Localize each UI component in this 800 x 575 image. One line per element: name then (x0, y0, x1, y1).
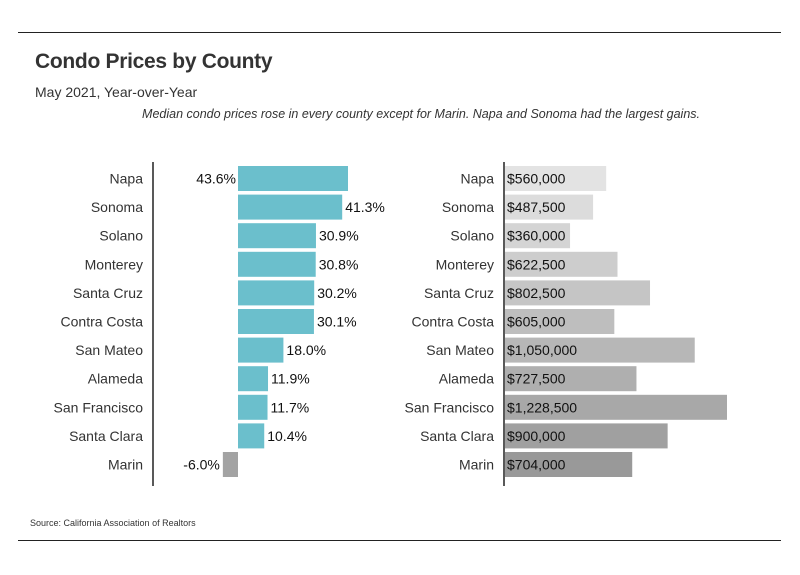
pct-value-label: 30.1% (317, 314, 357, 330)
price-bar (505, 452, 633, 477)
pct-value-label: 11.7% (271, 399, 310, 415)
price-bar (505, 280, 651, 306)
price-value-label: $900,000 (507, 428, 566, 444)
price-bar (505, 423, 668, 449)
pct-category-label: Santa Cruz (73, 285, 143, 301)
pct-bar (238, 309, 314, 334)
pct-bar (238, 337, 284, 363)
chart-subtitle: May 2021, Year-over-Year (35, 84, 198, 100)
pct-bar (238, 166, 348, 191)
pct-category-label: Monterey (85, 256, 143, 272)
pct-bar (238, 223, 316, 249)
pct-value-label: 30.2% (317, 285, 357, 301)
pct-value-label: 43.6% (196, 171, 236, 187)
price-value-label: $605,000 (507, 314, 566, 330)
price-category-label: Santa Clara (420, 428, 494, 444)
price-value-label: $1,228,500 (507, 399, 577, 415)
pct-category-label: San Francisco (54, 399, 144, 415)
pct-value-label: 41.3% (345, 199, 385, 215)
pct-value-label: 18.0% (286, 342, 326, 358)
chart-caption: Median condo prices rose in every county… (142, 107, 700, 121)
price-value-label: $704,000 (507, 457, 566, 473)
chart-title: Condo Prices by County (35, 50, 273, 73)
pct-category-label: Santa Clara (69, 428, 143, 444)
price-bar (505, 166, 607, 191)
price-bar (505, 309, 615, 334)
pct-category-label: San Mateo (75, 342, 143, 358)
price-category-label: San Francisco (405, 399, 495, 415)
price-bar (505, 337, 695, 363)
pct-category-label: Napa (110, 171, 144, 187)
pct-category-label: Marin (108, 457, 143, 473)
pct-bar (238, 280, 315, 306)
price-bar (505, 394, 727, 420)
pct-bar (238, 251, 316, 277)
price-category-label: Contra Costa (412, 314, 495, 330)
pct-bar (238, 366, 269, 392)
price-value-label: $802,500 (507, 285, 566, 301)
price-category-label: Napa (461, 171, 495, 187)
pct-value-label: 30.9% (319, 228, 359, 244)
top-rule (18, 32, 781, 33)
pct-bar (238, 394, 268, 420)
pct-value-label: 10.4% (267, 428, 307, 444)
price-value-label: $622,500 (507, 256, 566, 272)
price-category-label: San Mateo (426, 342, 494, 358)
price-category-label: Monterey (436, 256, 494, 272)
price-category-label: Santa Cruz (424, 285, 494, 301)
pct-value-label: -6.0% (183, 457, 220, 473)
price-value-label: $560,000 (507, 171, 566, 187)
pct-category-label: Alameda (88, 371, 143, 387)
price-category-label: Solano (450, 228, 494, 244)
price-category-label: Alameda (439, 371, 494, 387)
price-bar (505, 223, 571, 249)
price-category-label: Marin (459, 457, 494, 473)
pct-bar (238, 194, 343, 220)
price-value-label: $1,050,000 (507, 342, 577, 358)
price-value-label: $727,500 (507, 371, 566, 387)
price-bar (505, 194, 594, 220)
pct-category-label: Solano (99, 228, 143, 244)
pct-category-label: Contra Costa (61, 314, 144, 330)
pct-bar (222, 452, 238, 477)
pct-value-label: 30.8% (319, 256, 359, 272)
pct-category-label: Sonoma (91, 199, 143, 215)
price-category-label: Sonoma (442, 199, 494, 215)
price-bar (505, 251, 618, 277)
price-value-label: $487,500 (507, 199, 566, 215)
source-note: Source: California Association of Realto… (30, 518, 196, 528)
bottom-rule (18, 540, 781, 541)
price-bar (505, 366, 637, 392)
price-value-label: $360,000 (507, 228, 566, 244)
pct-bar (238, 423, 265, 449)
pct-value-label: 11.9% (271, 371, 310, 387)
